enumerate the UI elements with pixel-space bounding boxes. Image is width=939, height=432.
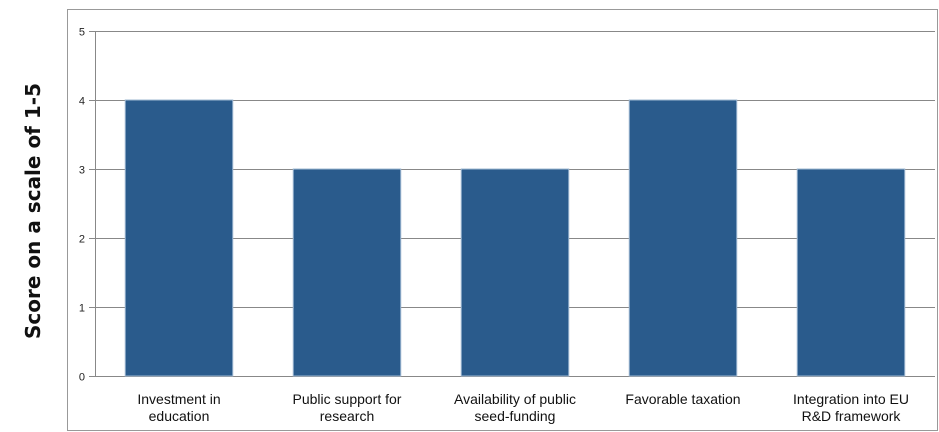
category-label: research [320, 408, 374, 424]
y-tick-label: 2 [79, 234, 85, 246]
category-label: Favorable taxation [625, 391, 740, 407]
category-label: R&D framework [802, 408, 902, 424]
bar-3 [628, 99, 738, 377]
y-tick-label: 0 [79, 372, 85, 384]
category-label: Integration into EU [793, 391, 909, 407]
category-label: Availability of public [454, 391, 576, 407]
y-tick-labels: 0 1 2 3 4 5 [79, 27, 85, 384]
bar-2 [460, 168, 570, 377]
bars [124, 99, 906, 377]
y-tick-label: 1 [79, 303, 85, 315]
category-label: Investment in [137, 391, 220, 407]
y-tick-label: 4 [79, 96, 85, 108]
plot-frame [67, 9, 938, 431]
category-label: Public support for [293, 391, 402, 407]
y-tick-label: 3 [79, 165, 85, 177]
gridlines [89, 31, 935, 377]
bar-4 [796, 168, 906, 377]
category-label: education [149, 408, 210, 424]
bar-1 [292, 168, 402, 377]
y-axis-label: Score on a scale of 1-5 [21, 83, 45, 339]
y-tick-label: 5 [79, 27, 85, 39]
category-label: seed-funding [475, 408, 556, 424]
bar-0 [124, 99, 234, 377]
